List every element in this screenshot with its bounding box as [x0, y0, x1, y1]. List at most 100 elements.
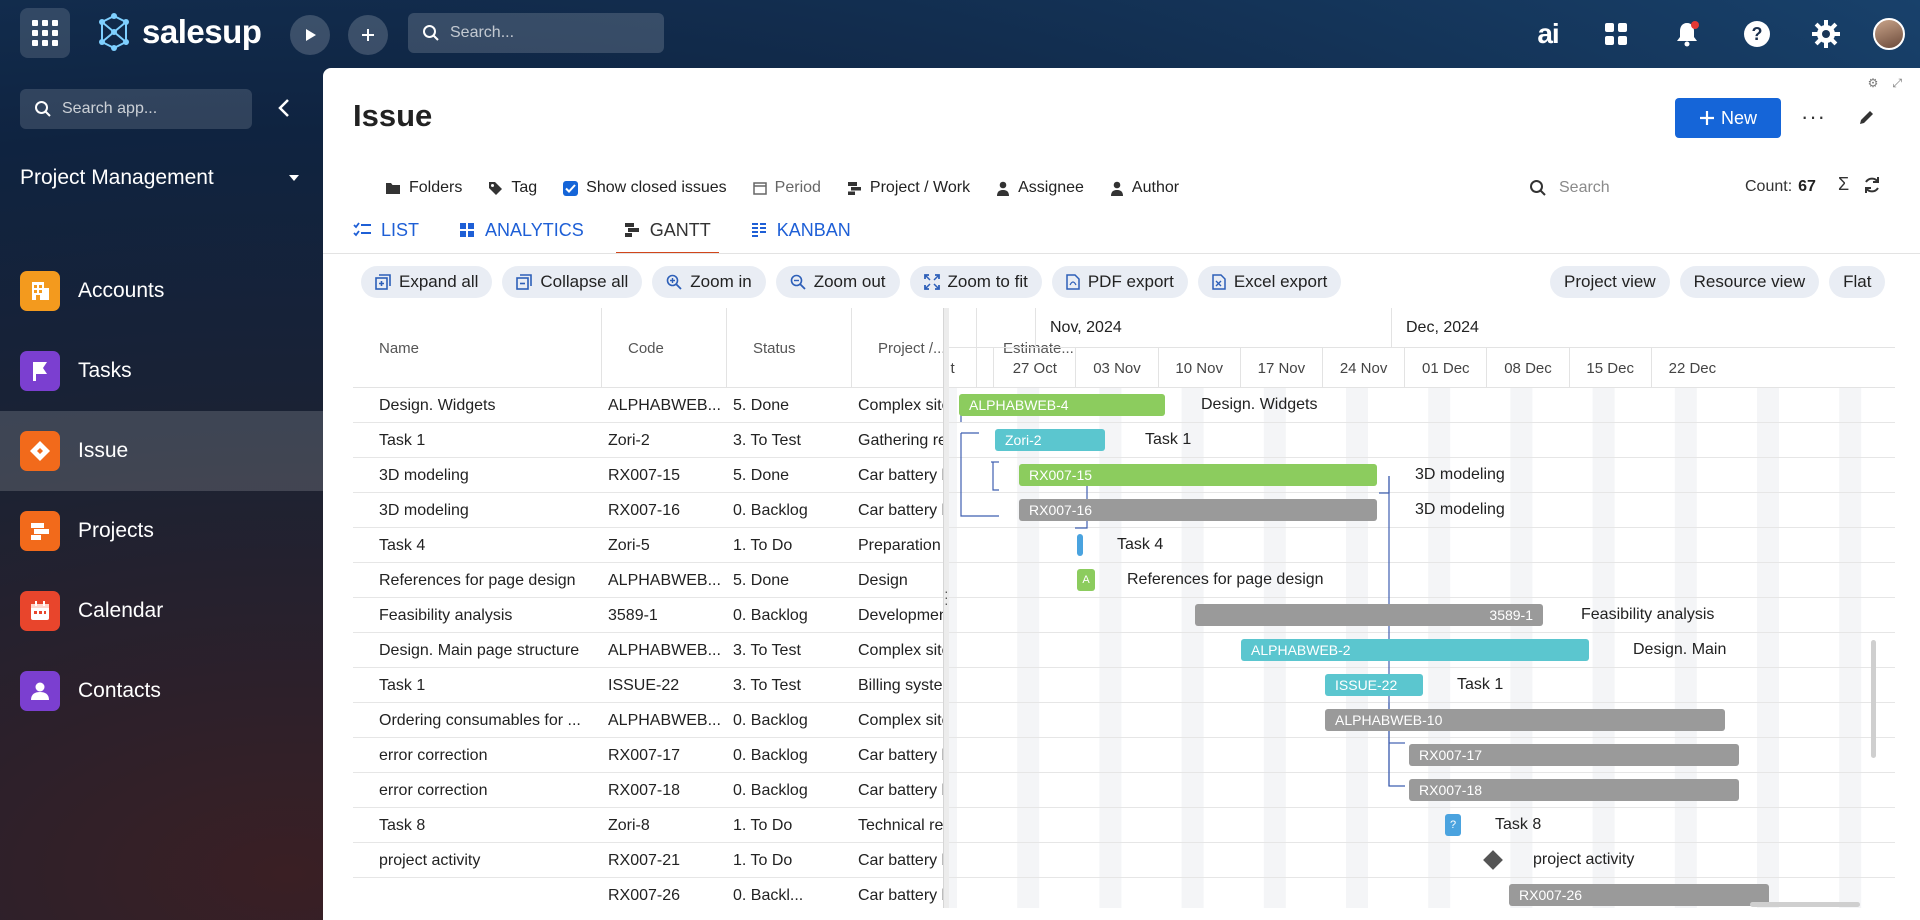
- pdf-export-button[interactable]: PDF export: [1051, 266, 1188, 298]
- project-selector[interactable]: Project Management: [20, 158, 300, 198]
- gantt-bar[interactable]: 3589-1: [1195, 604, 1543, 626]
- gantt-bar[interactable]: ?: [1445, 814, 1461, 836]
- sidebar-item-accounts[interactable]: Accounts: [0, 251, 323, 331]
- gantt-bar[interactable]: RX007-17: [1409, 744, 1739, 766]
- logo[interactable]: salesup: [94, 12, 262, 52]
- more-options-button[interactable]: ···: [1801, 104, 1826, 130]
- gantt-bar[interactable]: ISSUE-22: [1325, 674, 1423, 696]
- gantt-bar[interactable]: RX007-26: [1509, 884, 1769, 906]
- sidebar-item-contacts[interactable]: Contacts: [0, 651, 323, 731]
- tab-gantt[interactable]: GANTT: [615, 210, 719, 254]
- timeline-week: 01 Dec: [1404, 348, 1486, 388]
- new-button[interactable]: New: [1675, 98, 1781, 138]
- zoom-in-button[interactable]: Zoom in: [652, 266, 766, 298]
- table-row[interactable]: project activity RX007-21 1. To Do Car batt…: [353, 843, 943, 878]
- gantt-bar[interactable]: RX007-16: [1019, 499, 1377, 521]
- table-row[interactable]: Task 8 Zori-8 1. To Do Technical req...: [353, 808, 943, 843]
- table-row[interactable]: Design. Widgets ALPHABWEB... 5. Done Comple…: [353, 388, 943, 423]
- resource-view-button[interactable]: Resource view: [1679, 266, 1820, 298]
- app-search[interactable]: [20, 89, 252, 129]
- table-row[interactable]: Ordering consumables for ... ALPHABWEB...…: [353, 703, 943, 738]
- column-header-name[interactable]: Name: [353, 308, 602, 388]
- filter-author[interactable]: Author: [1110, 179, 1179, 197]
- filter-period[interactable]: Period: [752, 179, 821, 197]
- table-row[interactable]: References for page design ALPHABWEB... 5.…: [353, 563, 943, 598]
- ai-button[interactable]: ai: [1528, 16, 1568, 52]
- notifications-button[interactable]: [1669, 16, 1705, 52]
- checkbox-checked-icon[interactable]: [563, 180, 579, 196]
- column-header-label: Estimate...: [1003, 339, 1074, 357]
- table-row[interactable]: Feasibility analysis 3589-1 0. Backlog Deve…: [353, 598, 943, 633]
- sidebar-item-label: Calendar: [78, 599, 164, 622]
- sidebar-item-issue[interactable]: Issue: [0, 411, 323, 491]
- excel-export-button[interactable]: Excel export: [1197, 266, 1342, 298]
- column-header-project[interactable]: Project /...: [852, 308, 977, 388]
- table-row[interactable]: Task 4 Zori-5 1. To Do Preparation ...: [353, 528, 943, 563]
- dependency-link: [1379, 476, 1390, 494]
- filter-show-closed[interactable]: Show closed issues: [563, 179, 727, 197]
- gantt-bar[interactable]: A: [1077, 569, 1095, 591]
- issue-search-input[interactable]: [1559, 179, 1679, 197]
- flat-view-button[interactable]: Flat: [1829, 266, 1886, 298]
- tab-list[interactable]: LIST: [353, 210, 419, 250]
- table-row[interactable]: 3D modeling RX007-16 0. Backlog Car battery…: [353, 493, 943, 528]
- table-row[interactable]: Task 1 ISSUE-22 3. To Test Billing syste...: [353, 668, 943, 703]
- project-view-button[interactable]: Project view: [1550, 266, 1670, 298]
- gantt-bar[interactable]: RX007-18: [1409, 779, 1739, 801]
- gantt-bar[interactable]: Zori-2: [995, 429, 1105, 451]
- add-button[interactable]: [348, 15, 388, 55]
- zoom-to-fit-button[interactable]: Zoom to fit: [909, 266, 1042, 298]
- sidebar-item-calendar[interactable]: Calendar: [0, 571, 323, 651]
- collapse-all-button[interactable]: Collapse all: [502, 266, 643, 298]
- global-search[interactable]: [408, 13, 664, 53]
- filter-tag[interactable]: Tag: [488, 179, 537, 197]
- global-search-input[interactable]: [450, 24, 640, 42]
- column-header-estimate[interactable]: Estimate...: [977, 308, 1102, 388]
- horizontal-scrollbar[interactable]: [1750, 902, 1860, 907]
- table-row[interactable]: error correction RX007-17 0. Backlog Car ba…: [353, 738, 943, 773]
- tab-analytics[interactable]: ANALYTICS: [459, 210, 584, 250]
- sidebar-item-projects[interactable]: Projects: [0, 491, 323, 571]
- table-row[interactable]: RX007-260. Backl...Car battery b...1...: [353, 878, 943, 908]
- settings-button[interactable]: [1808, 16, 1844, 52]
- collapse-sidebar-button[interactable]: [272, 96, 296, 120]
- table-row[interactable]: 3D modeling RX007-15 5. Done Car battery b.…: [353, 458, 943, 493]
- column-header-code[interactable]: Code: [602, 308, 727, 388]
- user-avatar[interactable]: [1873, 18, 1905, 50]
- drag-handle-icon[interactable]: · · ·: [944, 583, 949, 611]
- gantt-bar[interactable]: ALPHABWEB-10: [1325, 709, 1725, 731]
- issue-search[interactable]: [1529, 168, 1699, 208]
- table-row[interactable]: Design. Main page structure ALPHABWEB... 3…: [353, 633, 943, 668]
- zoom-out-button[interactable]: Zoom out: [775, 266, 900, 298]
- gantt-bar[interactable]: [1077, 534, 1083, 556]
- expand-icon[interactable]: ⤢: [1892, 76, 1902, 90]
- gantt-bar[interactable]: ALPHABWEB-4: [959, 394, 1165, 416]
- pane-splitter[interactable]: [943, 308, 949, 908]
- expand-all-button[interactable]: Expand all: [361, 266, 493, 298]
- refresh-button[interactable]: [1863, 176, 1881, 199]
- table-row[interactable]: error correction RX007-18 0. Backlog Car ba…: [353, 773, 943, 808]
- tab-kanban[interactable]: KANBAN: [751, 210, 851, 250]
- app-launcher-button[interactable]: [20, 8, 70, 58]
- cell-name: [379, 878, 599, 908]
- vertical-scrollbar[interactable]: [1871, 640, 1876, 758]
- table-row[interactable]: Task 1 Zori-2 3. To Test Gathering re...: [353, 423, 943, 458]
- sum-button[interactable]: Σ: [1838, 174, 1849, 195]
- small-gear-icon[interactable]: ⚙: [1867, 76, 1879, 90]
- sidebar-item-label: Projects: [78, 519, 154, 542]
- gantt-bar[interactable]: RX007-15: [1019, 464, 1377, 486]
- filter-assignee[interactable]: Assignee: [996, 179, 1084, 197]
- network-logo-icon: [99, 13, 129, 51]
- filter-folders[interactable]: Folders: [385, 179, 462, 197]
- filter-project-work[interactable]: Project / Work: [847, 179, 970, 197]
- widgets-button[interactable]: [1598, 16, 1634, 52]
- edit-button[interactable]: [1858, 108, 1876, 131]
- sidebar-item-tasks[interactable]: Tasks: [0, 331, 323, 411]
- gantt-bar[interactable]: ALPHABWEB-2: [1241, 639, 1589, 661]
- play-button[interactable]: [290, 15, 330, 55]
- tab-list-label: LIST: [381, 219, 420, 240]
- help-button[interactable]: ?: [1739, 16, 1775, 52]
- column-header-status[interactable]: Status: [727, 308, 852, 388]
- search-icon: [1530, 180, 1546, 196]
- app-search-input[interactable]: [62, 100, 232, 118]
